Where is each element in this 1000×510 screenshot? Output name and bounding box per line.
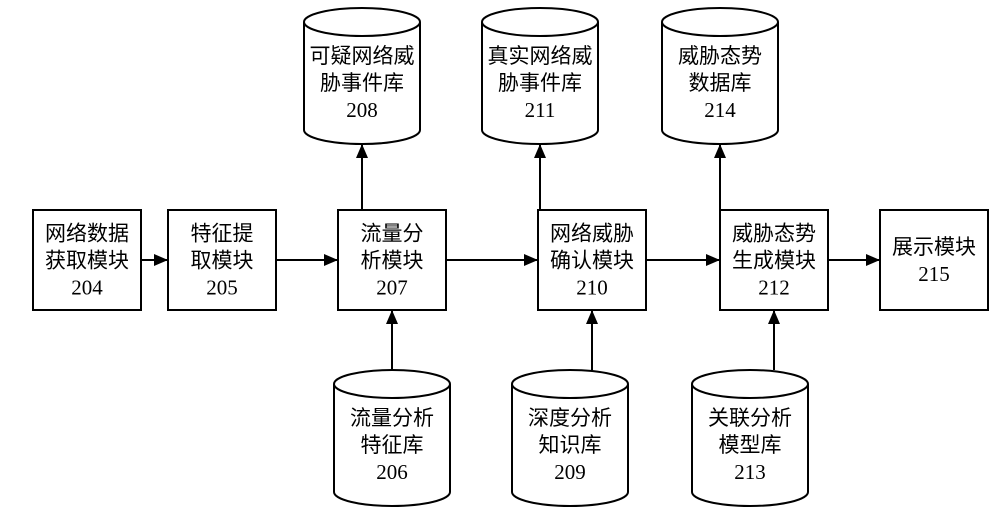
arrow-head <box>768 310 780 324</box>
module-number: 204 <box>71 276 103 300</box>
module-b204: 网络数据获取模块 204 <box>33 210 141 310</box>
module-b215: 展示模块 215 <box>880 210 988 310</box>
database-label: 胁事件库 <box>320 71 404 95</box>
database-label: 特征库 <box>361 433 424 457</box>
arrow-head <box>706 254 720 266</box>
module-label: 生成模块 <box>732 249 816 273</box>
module-label: 取模块 <box>191 249 254 273</box>
arrow-head <box>356 144 368 158</box>
module-label: 析模块 <box>361 249 424 273</box>
arrow-head <box>386 310 398 324</box>
database-c214: 威胁态势数据库 214 <box>662 8 778 144</box>
arrow-head <box>586 310 598 324</box>
module-b212: 威胁态势生成模块 212 <box>720 210 828 310</box>
module-label: 网络威胁 <box>550 222 634 246</box>
database-label: 模型库 <box>719 433 782 457</box>
database-c209: 深度分析知识库 209 <box>512 370 628 506</box>
module-number: 207 <box>376 276 408 300</box>
module-label: 威胁态势 <box>732 222 816 246</box>
arrow-head <box>324 254 338 266</box>
arrow-head <box>524 254 538 266</box>
database-number: 206 <box>376 460 408 484</box>
database-c213: 关联分析模型库 213 <box>692 370 808 506</box>
database-number: 209 <box>554 460 586 484</box>
arrow-head <box>714 144 726 158</box>
module-number: 215 <box>918 262 950 286</box>
module-label: 确认模块 <box>550 249 634 273</box>
database-label: 胁事件库 <box>498 71 582 95</box>
module-b205: 特征提取模块 205 <box>168 210 276 310</box>
module-b210: 网络威胁确认模块 210 <box>538 210 646 310</box>
module-label: 流量分 <box>361 222 424 246</box>
database-label: 真实网络威 <box>488 44 593 68</box>
database-number: 213 <box>734 460 766 484</box>
database-label: 数据库 <box>689 71 752 95</box>
module-b207: 流量分析模块 207 <box>338 210 446 310</box>
arrow-head <box>866 254 880 266</box>
database-label: 知识库 <box>539 433 602 457</box>
module-number: 205 <box>206 276 238 300</box>
database-label: 深度分析 <box>528 406 612 430</box>
database-label: 关联分析 <box>708 406 792 430</box>
database-label: 可疑网络威 <box>310 44 415 68</box>
database-c211: 真实网络威胁事件库 211 <box>482 8 598 144</box>
module-label: 展示模块 <box>892 235 976 259</box>
module-label: 网络数据 <box>45 222 129 246</box>
database-number: 208 <box>346 98 378 122</box>
module-label: 特征提 <box>191 222 254 246</box>
arrow-head <box>534 144 546 158</box>
database-label: 流量分析 <box>350 406 434 430</box>
module-number: 212 <box>758 276 790 300</box>
module-label: 获取模块 <box>45 249 129 273</box>
database-number: 214 <box>704 98 736 122</box>
database-c208: 可疑网络威胁事件库 208 <box>304 8 420 144</box>
database-number: 211 <box>525 98 556 122</box>
database-c206: 流量分析特征库 206 <box>334 370 450 506</box>
module-number: 210 <box>576 276 608 300</box>
arrow-head <box>154 254 168 266</box>
database-label: 威胁态势 <box>678 44 762 68</box>
